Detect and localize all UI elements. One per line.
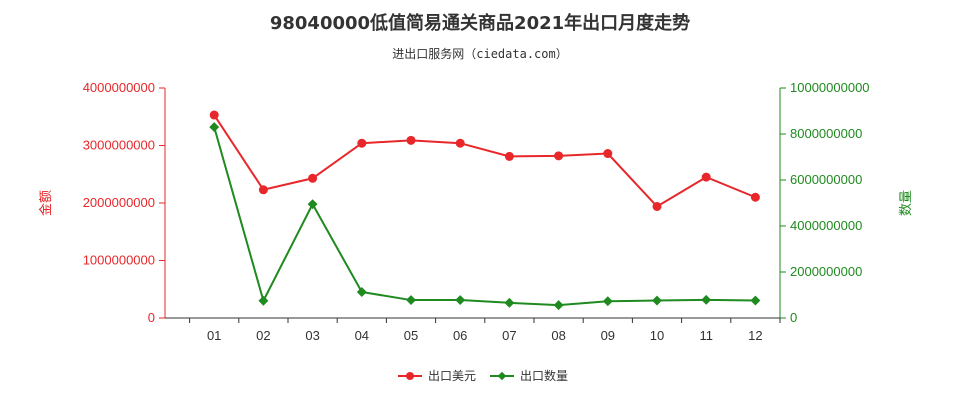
left-tick-label: 3000000000 [83, 138, 155, 153]
right-tick-label: 10000000000 [790, 80, 870, 95]
series-line-2 [213, 126, 756, 307]
x-tick-label: 06 [453, 328, 467, 343]
legend-marker [406, 372, 414, 380]
legend-marker [497, 371, 507, 381]
data-point [209, 122, 220, 133]
right-tick-label: 0 [790, 310, 797, 325]
series-layer [209, 110, 761, 311]
x-tick-label: 02 [256, 328, 270, 343]
data-point [750, 295, 761, 306]
legend: 出口美元 出口数量 [398, 368, 568, 383]
x-tick-label: 10 [650, 328, 664, 343]
left-tick-label: 2000000000 [83, 195, 155, 210]
x-tick-label: 07 [502, 328, 516, 343]
x-tick-label: 03 [305, 328, 319, 343]
data-point [504, 297, 515, 308]
x-tick-label: 05 [404, 328, 418, 343]
left-tick-label: 0 [148, 310, 155, 325]
series-line-1 [213, 114, 756, 208]
data-point [553, 300, 564, 311]
data-point [308, 173, 318, 183]
data-point [258, 295, 269, 306]
x-tick-label: 09 [601, 328, 615, 343]
x-tick-label: 08 [551, 328, 565, 343]
data-point [455, 138, 465, 148]
left-tick-label: 1000000000 [83, 253, 155, 268]
x-tick-label: 11 [699, 328, 713, 343]
data-point [554, 151, 564, 161]
right-tick-label: 4000000000 [790, 218, 862, 233]
data-point [307, 199, 318, 210]
data-point [356, 287, 367, 297]
chart-title: 98040000低值简易通关商品2021年出口月度走势 [270, 12, 690, 34]
data-point [258, 185, 268, 195]
legend-label: 出口数量 [520, 368, 568, 383]
x-tick-label: 04 [355, 328, 369, 343]
axes: 0 1000000000 2000000000 3000000000 400000000… [83, 80, 870, 343]
data-point [701, 172, 711, 182]
right-tick-label: 8000000000 [790, 126, 862, 141]
data-point [603, 149, 613, 159]
data-point [701, 294, 712, 305]
right-tick-label: 6000000000 [790, 172, 862, 187]
data-point [406, 135, 416, 145]
left-tick-label: 4000000000 [83, 80, 155, 95]
right-axis-title: 数量 [899, 190, 914, 216]
right-tick-label: 2000000000 [790, 264, 862, 279]
data-point [602, 296, 613, 307]
data-point [406, 295, 416, 306]
left-axis-title: 金额 [38, 190, 54, 216]
data-point [455, 295, 466, 306]
data-point [652, 201, 662, 211]
data-point [357, 138, 367, 148]
data-point [652, 295, 662, 306]
x-tick-label: 12 [748, 328, 762, 343]
legend-label: 出口美元 [428, 369, 476, 383]
data-point [750, 192, 760, 202]
chart-subtitle: 进出口服务网（ciedata.com） [392, 46, 567, 61]
data-point [209, 110, 219, 120]
x-tick-label: 01 [207, 328, 221, 343]
data-point [504, 151, 514, 161]
